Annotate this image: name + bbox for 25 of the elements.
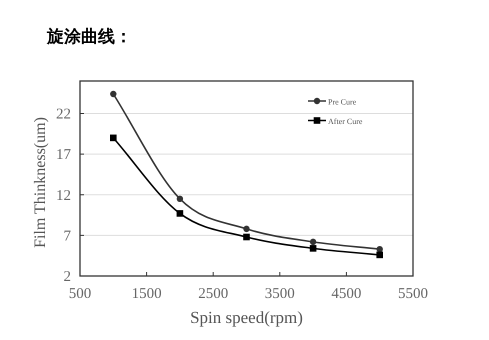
point xyxy=(243,226,250,232)
point xyxy=(376,252,383,258)
y-tick-label: 7 xyxy=(64,228,72,244)
y-tick-label: 17 xyxy=(56,147,72,164)
legend-label: After Cure xyxy=(328,117,363,126)
y-axis-title: Film Thinkness(um) xyxy=(32,117,49,248)
y-tick-label: 2 xyxy=(64,269,71,285)
x-tick-label: 1500 xyxy=(132,286,162,302)
point xyxy=(110,90,116,98)
point xyxy=(176,196,184,202)
x-tick-label: 2500 xyxy=(198,286,228,302)
point xyxy=(110,134,117,142)
point xyxy=(243,234,250,240)
x-tick-label: 3500 xyxy=(264,286,295,302)
point xyxy=(176,210,184,217)
x-tick-label: 500 xyxy=(68,286,92,302)
x-axis-title: Spin speed(rpm) xyxy=(190,308,303,327)
x-tick-label: 5500 xyxy=(398,286,428,302)
legend-label: Pre Cure xyxy=(328,98,357,106)
y-tick-label: 22 xyxy=(56,106,71,122)
point xyxy=(310,238,316,246)
y-tick-label: 12 xyxy=(56,188,71,204)
title: 旋涂曲线： xyxy=(47,27,132,46)
x-tick-label: 4500 xyxy=(331,286,362,302)
point xyxy=(310,245,316,252)
